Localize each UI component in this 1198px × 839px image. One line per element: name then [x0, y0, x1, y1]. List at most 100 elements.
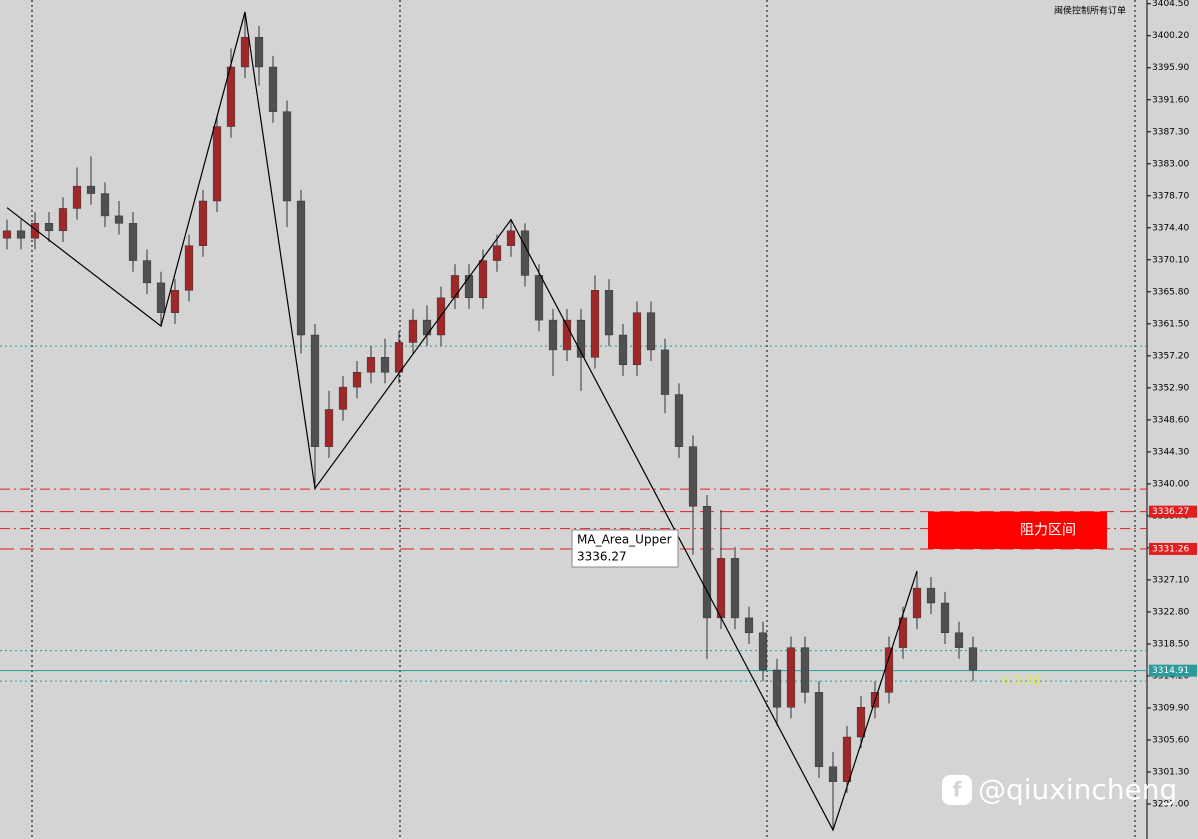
y-tick-label: 3374.40: [1152, 223, 1189, 233]
candle-body: [72, 185, 82, 209]
candle-body: [58, 208, 68, 232]
candle-body: [786, 647, 796, 708]
candle-body: [366, 357, 376, 373]
y-tick-label: 3361.50: [1152, 319, 1189, 329]
candle-body: [618, 334, 628, 366]
level-label-box: [1149, 542, 1197, 555]
level-label: 3331.26: [1152, 544, 1189, 554]
y-tick-label: 3391.60: [1152, 95, 1189, 105]
candle-body: [884, 647, 894, 693]
candle-body: [422, 319, 432, 336]
candle-body: [352, 371, 362, 388]
candle-body: [604, 290, 614, 336]
candle-body: [254, 36, 264, 68]
candle-body: [800, 647, 810, 693]
candle-body: [940, 602, 950, 634]
candle-body: [730, 558, 740, 619]
candle-body: [660, 349, 670, 395]
candle-body: [226, 66, 236, 127]
candle-body: [912, 587, 922, 619]
y-tick-label: 3322.80: [1152, 607, 1189, 617]
watermark-text: @qiuxincheng: [978, 773, 1177, 806]
candle-body: [926, 587, 936, 604]
y-tick-label: 3318.50: [1152, 639, 1189, 649]
candle-body: [492, 245, 502, 261]
candle-body: [86, 185, 96, 194]
candle-body: [128, 223, 138, 261]
candle-body: [646, 312, 656, 351]
candle-body: [954, 632, 964, 648]
candle-body: [814, 692, 824, 768]
level-label: 3314.91: [1152, 666, 1189, 676]
y-tick-label: 3352.90: [1152, 383, 1189, 393]
y-tick-label: 3309.90: [1152, 703, 1189, 713]
candle-body: [520, 230, 530, 276]
watermark: f @qiuxincheng: [942, 773, 1177, 806]
candle-body: [590, 290, 600, 358]
candle-body: [772, 669, 782, 708]
candle-body: [450, 275, 460, 299]
candle-body: [170, 290, 180, 313]
y-tick-label: 3357.20: [1152, 351, 1189, 361]
candle-body: [562, 319, 572, 351]
candle-body: [576, 319, 586, 358]
candle-body: [212, 126, 222, 202]
candle-body: [702, 505, 712, 619]
candle-body: [324, 409, 334, 447]
level-label: 3336.27: [1152, 507, 1189, 517]
candle-body: [464, 275, 474, 299]
y-tick-label: 3378.70: [1152, 191, 1189, 201]
y-tick-label: 3344.30: [1152, 447, 1189, 457]
candle-body: [156, 282, 166, 313]
candle-body: [114, 215, 124, 224]
candle-body: [282, 111, 292, 202]
zigzag-line: [6, 11, 918, 832]
y-tick-label: 3340.00: [1152, 479, 1189, 489]
candle-body: [408, 319, 418, 343]
y-tick-label: 3297.00: [1152, 800, 1189, 810]
candle-body: [506, 230, 516, 246]
candle-body: [674, 394, 684, 447]
candle-body: [380, 357, 390, 373]
zone-label: 阻力区间: [1020, 522, 1076, 538]
candle-body: [2, 230, 12, 239]
tooltip-box: [571, 529, 679, 568]
candle-body: [478, 260, 488, 299]
tooltip-name: MA_Area_Upper: [577, 533, 672, 547]
y-tick-label: 3365.80: [1152, 287, 1189, 297]
candle-body: [632, 312, 642, 366]
candle-body: [716, 558, 726, 619]
watermark-icon-glyph: f: [953, 778, 962, 802]
y-tick-label: 3301.30: [1152, 767, 1189, 777]
candle-body: [268, 66, 278, 112]
candle-body: [688, 446, 698, 507]
candle-body: [898, 617, 908, 648]
candle-body: [198, 200, 208, 246]
candle-body: [16, 230, 26, 239]
y-tick-label: 3404.50: [1152, 0, 1189, 9]
candle-body: [842, 736, 852, 782]
candle-body: [744, 617, 754, 634]
candle-body: [310, 334, 320, 447]
watermark-icon: [942, 775, 972, 805]
candle-body: [296, 200, 306, 336]
candle-body: [338, 386, 348, 410]
candle-body: [100, 193, 110, 217]
marker-label: < 0.50: [1000, 674, 1041, 688]
candle-body: [534, 275, 544, 321]
level-label-box: [1149, 505, 1197, 518]
y-tick-label: 3387.30: [1152, 127, 1189, 137]
axis-background: [1147, 0, 1198, 839]
y-tick-label: 3327.10: [1152, 575, 1189, 585]
y-tick-label: 3305.60: [1152, 735, 1189, 745]
tooltip-value: 3336.27: [577, 550, 627, 564]
header-label: 闽侯控制所有订单: [1054, 5, 1126, 17]
y-tick-label: 3383.00: [1152, 159, 1189, 169]
resistance-zone: [928, 511, 1107, 549]
level-label-box: [1149, 664, 1197, 677]
candle-body: [240, 36, 250, 68]
y-tick-label: 3348.60: [1152, 415, 1189, 425]
candle-body: [856, 706, 866, 738]
candle-body: [142, 260, 152, 284]
candle-body: [44, 223, 54, 232]
